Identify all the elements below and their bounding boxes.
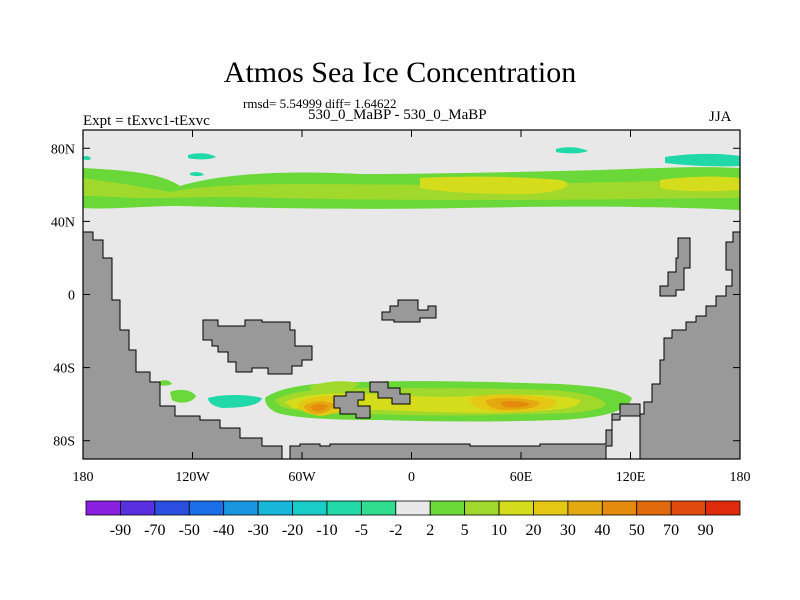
colorbar-swatch: [326, 500, 362, 516]
lat-tick-label: 80S: [53, 435, 75, 450]
map-plot: [83, 130, 740, 459]
colorbar-label: 40: [594, 522, 610, 539]
land-masses: [83, 231, 740, 459]
colorbar-swatch: [533, 500, 569, 516]
colorbar-label: 90: [698, 522, 714, 539]
land-east-island: [659, 237, 691, 297]
colorbar-swatch: [567, 500, 603, 516]
land-east-continent: [639, 231, 740, 459]
colorbar-swatch: [498, 500, 534, 516]
colorbar-label: 30: [560, 522, 576, 539]
colorbar-swatch: [292, 500, 328, 516]
colorbar-swatch: [120, 500, 156, 516]
colorbar-swatch: [223, 500, 259, 516]
lon-tick-label: 60E: [510, 470, 533, 485]
colorbar-label: 70: [663, 522, 679, 539]
colorbar-swatch: [85, 500, 121, 516]
colorbar-swatch: [257, 500, 293, 516]
colorbar-swatch: [360, 500, 397, 516]
experiment-label: Expt = tExvc1-tExvc: [83, 113, 210, 129]
map-title: Atmos Sea Ice Concentration: [223, 56, 577, 89]
colorbar-swatch: [670, 500, 706, 516]
colorbar-swatch: [601, 500, 638, 516]
lon-tick-label: 120W: [175, 470, 210, 485]
land-antarctic-peninsula: [333, 391, 371, 419]
land-mediterranean-island: [381, 299, 437, 323]
experiment-subtitle: 530_0_MaBP - 530_0_MaBP: [308, 107, 487, 123]
colorbar-swatch: [188, 500, 225, 516]
northern-ice-band: [83, 147, 740, 210]
colorbar-label: -50: [179, 522, 200, 539]
land-antarctica: [289, 403, 641, 459]
colorbar-swatch: [705, 500, 741, 516]
lon-tick-label: 180: [730, 470, 751, 485]
colorbar-swatch: [429, 500, 466, 516]
colorbar-label: 20: [525, 522, 541, 539]
longitude-axis: 180 120W 60W 0 60E 120E 180: [73, 130, 751, 485]
colorbar-swatch: [154, 500, 190, 516]
colorbar-label: -40: [213, 522, 234, 539]
colorbar-label: -2: [389, 522, 402, 539]
lon-tick-label: 120E: [616, 470, 646, 485]
season-label: JJA: [709, 109, 732, 125]
colorbar: -90 -70 -50 -40 -30 -20 -10 -5 -2 2 5 10 20 30 40 50 70 9…: [85, 500, 741, 539]
land-americas: [83, 231, 283, 459]
lat-tick-label: 0: [68, 289, 75, 304]
colorbar-label: 50: [629, 522, 645, 539]
lon-tick-label: 0: [408, 470, 415, 485]
lat-tick-label: 40S: [53, 362, 75, 377]
colorbar-label: 5: [461, 522, 469, 539]
colorbar-label: -30: [247, 522, 268, 539]
lon-tick-label: 60W: [288, 470, 316, 485]
lat-tick-label: 80N: [51, 142, 75, 157]
colorbar-label: -5: [355, 522, 368, 539]
land-africa: [202, 319, 313, 375]
colorbar-label: -90: [110, 522, 131, 539]
lat-tick-label: 40N: [51, 215, 75, 230]
colorbar-label: 10: [491, 522, 507, 539]
latitude-axis: 80N 40N 0 40S 80S: [51, 142, 740, 450]
colorbar-label: -20: [282, 522, 303, 539]
colorbar-swatch: [395, 500, 431, 516]
colorbar-swatch: [464, 500, 500, 516]
colorbar-swatch: [636, 500, 672, 516]
stats-text: rmsd= 5.54999 diff= 1.64622: [243, 96, 397, 111]
colorbar-label: 2: [426, 522, 434, 539]
colorbar-label: -70: [144, 522, 165, 539]
colorbar-label: -10: [316, 522, 337, 539]
land-south-islands: [369, 381, 411, 405]
lon-tick-label: 180: [73, 470, 94, 485]
